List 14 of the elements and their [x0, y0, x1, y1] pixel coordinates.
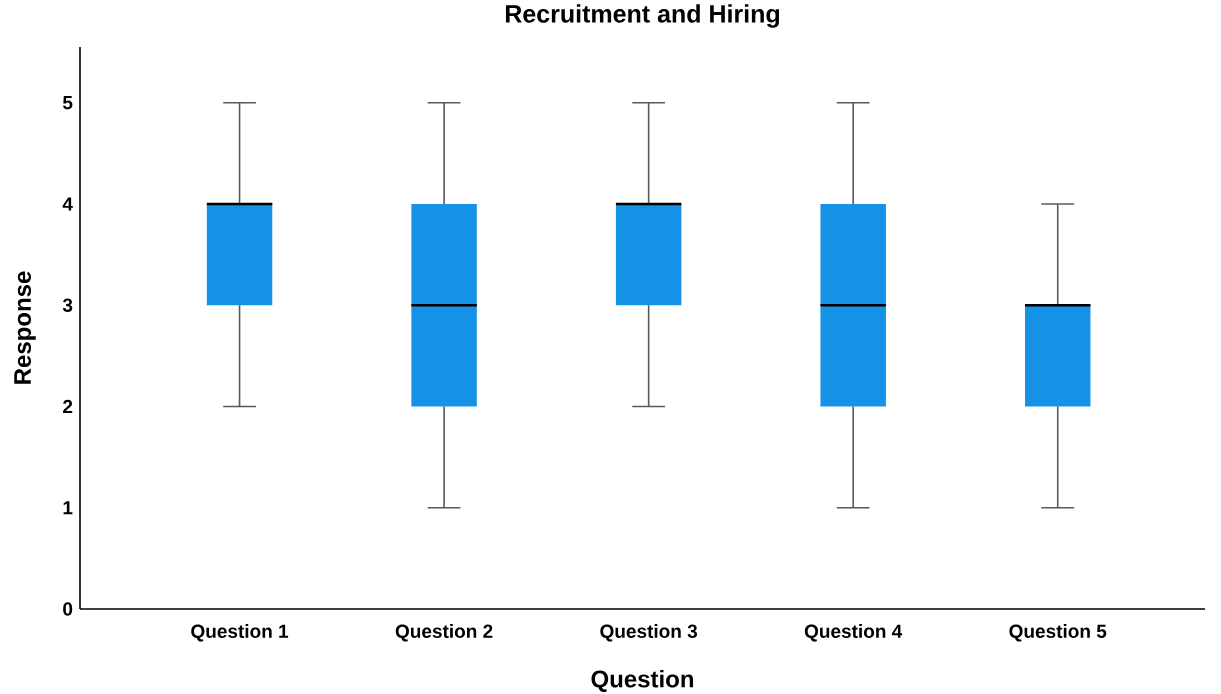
x-tick-label: Question 3 — [600, 624, 698, 642]
y-tick-label: 5 — [62, 96, 73, 110]
chart-title: Recruitment and Hiring — [505, 4, 780, 28]
y-tick-label: 4 — [62, 197, 73, 211]
y-tick-label: 0 — [63, 602, 73, 616]
x-tick-label: Question 2 — [395, 624, 493, 642]
y-axis-title: Response — [14, 271, 36, 384]
x-tick-label: Question 5 — [1009, 624, 1107, 642]
x-axis-title: Question — [591, 669, 694, 693]
y-tick-label: 2 — [63, 399, 73, 414]
y-tick-label: 1 — [63, 501, 73, 515]
y-tick-label: 3 — [62, 298, 73, 312]
x-tick-label: Question 1 — [191, 624, 289, 642]
x-tick-label: Question 4 — [804, 624, 903, 642]
